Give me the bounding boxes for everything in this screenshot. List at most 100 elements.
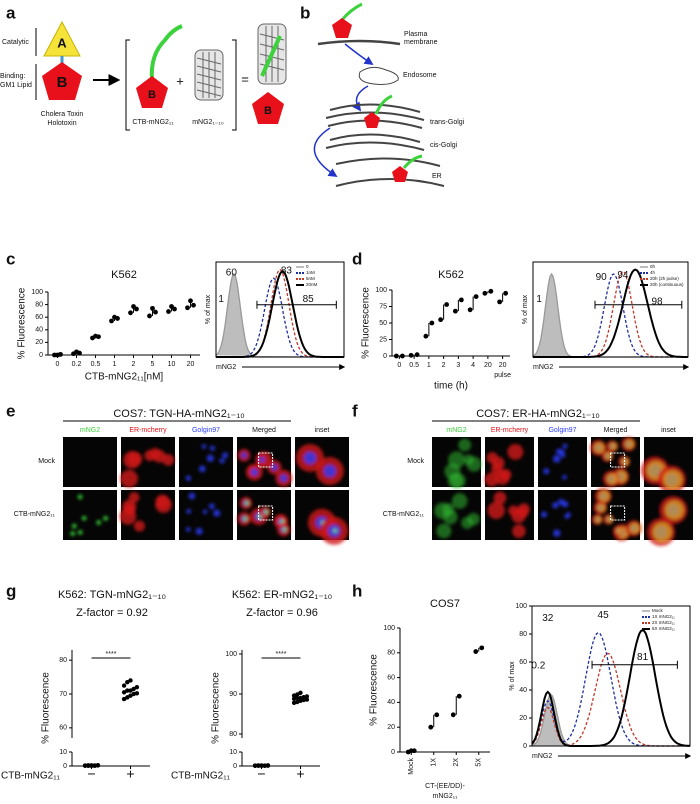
signal [593,442,605,454]
data-point [172,306,177,312]
data-point [188,298,193,304]
complemented-strand [260,35,282,77]
annotation: 98 [651,297,663,308]
annotation: 1 [218,294,224,305]
panel-title: COS7: ER-HA-mNG2₁₋₁₀ [476,408,600,420]
data-point [252,763,258,768]
data-point [259,763,264,768]
panel-label: g [6,581,16,600]
x-tick-note: pulse [494,372,511,379]
legend-label: 1nM [306,270,315,275]
signal [594,515,602,524]
y-axis-label: % Fluorescence [211,672,222,744]
y-tick-label: 100 [515,603,527,610]
signal [241,452,247,459]
signal [615,527,623,535]
data-point [125,688,130,693]
label: mNG2₁₋₁₀ [192,119,224,126]
data-point [95,763,101,768]
x-tick-label: 3 [456,362,460,369]
data-point [109,318,114,324]
ctb-shape [332,18,352,38]
y-tick-label: 90 [229,691,237,698]
micrograph-content [487,491,530,538]
signal [553,529,561,537]
x-axis-label: mNG2₁₁ [433,793,459,800]
x-tick-label: 0.5 [91,361,101,368]
chart-title: K562: ER-mNG2₁₋₁₀ [232,589,332,601]
row-label: Mock [407,458,424,465]
signal [543,468,550,475]
signal [250,468,259,476]
signal [624,439,635,450]
legend-label: 20h (continuous) [650,282,684,287]
label: Catalytic [2,39,29,46]
annotation: 94 [617,270,629,281]
signal [517,503,530,516]
y-tick-label: 60 [59,725,67,732]
signal [436,523,452,539]
y-axis-label: % of max [205,294,212,324]
data-point [458,297,464,303]
data-point [438,317,444,323]
x-axis-label: time (h) [434,381,468,392]
x-tick-label: 2 [132,361,136,368]
panel-label: e [6,401,15,420]
label: CTB-mNG2₁₁ [132,119,174,126]
annotation: 81 [637,652,649,663]
plot-frame [531,605,691,747]
signal [507,443,524,460]
micrograph-content [185,492,221,535]
data-point [295,695,300,701]
signal [70,531,76,537]
subunit-a: A [57,35,67,50]
plot-frame [532,261,689,358]
signal [198,465,206,473]
x-tick-label: + [296,766,304,782]
x-tick-label: + [126,766,134,782]
y-tick-label: 40 [35,327,43,334]
legend-label: 5nM [306,276,315,281]
y-tick-label: 80 [35,301,43,308]
ctb-shape [136,76,168,108]
y-tick-label: 70 [59,691,67,698]
column-label: Merged [604,427,628,434]
x-tick-label: 10 [168,361,176,368]
signal [467,512,480,526]
signal [77,529,83,535]
column-label: mNG2 [80,427,100,434]
micrograph-content [237,448,293,487]
signal [202,509,208,515]
signal [279,474,288,483]
x-tick-label: 0 [397,362,401,369]
signal [552,454,561,463]
data-point [408,352,414,358]
signal [629,522,641,534]
y-tick-label: 60 [387,674,395,681]
signal [81,515,87,521]
x-axis-label: CTB-mNG2₁₁[nM] [85,372,164,383]
signal [499,468,512,481]
column-label: Golgin97 [548,427,576,434]
signal [188,492,196,500]
data-point [399,353,405,359]
signal [185,475,192,481]
y-tick-label: 10 [229,749,237,756]
signal [332,528,338,534]
legend-label: 2X mNG2₁₁ [652,620,675,625]
data-point [256,763,261,768]
micrograph-content [185,444,229,481]
legend-label: 1X mNG2₁₁ [652,614,675,619]
signal [606,473,618,485]
y-axis-label: % Fluorescence [369,654,380,726]
endosome [358,66,399,85]
x-axis-label: CTB-mNG2₁₁ [171,771,231,782]
x-tick-label: 0.2 [72,361,82,368]
signal [303,451,317,465]
signal [195,527,203,535]
y-tick-label: 0 [63,763,67,770]
panel-label: d [352,249,362,268]
y-tick-label: 80 [387,650,395,657]
signal [662,469,683,490]
inset-box [258,452,274,468]
